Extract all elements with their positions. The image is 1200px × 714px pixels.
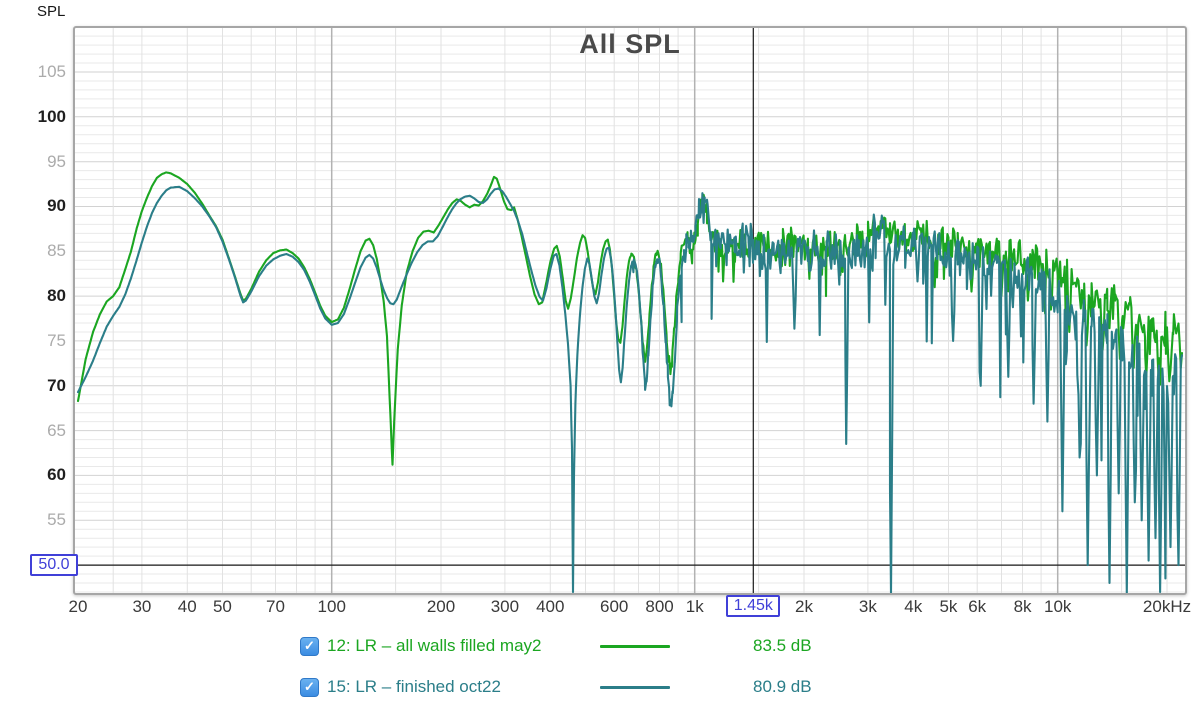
x-tick-label: 4k	[904, 597, 923, 616]
cursor-freq-label: 1.45k	[726, 595, 781, 617]
x-tick-label: 8k	[1013, 597, 1032, 616]
legend-row-trace-15: ✓ 15: LR – finished oct22 80.9 dB	[300, 674, 863, 700]
x-tick-label: 10k	[1044, 597, 1072, 616]
y-tick-label: 105	[37, 62, 66, 81]
y-tick-label: 65	[47, 420, 66, 440]
x-tick-label: 600	[600, 597, 629, 616]
x-tick-label: 1k	[685, 597, 704, 616]
trace-12-line-sample	[600, 644, 670, 648]
trace-12-checkbox[interactable]: ✓	[300, 636, 319, 656]
x-tick-label: 800	[645, 597, 674, 616]
trace-12-level-value: 83.5 dB	[753, 636, 812, 655]
x-tick-label: 300	[490, 597, 520, 616]
x-tick-label: 30	[132, 597, 152, 616]
y-tick-label: 55	[47, 510, 66, 530]
spl-plot	[75, 28, 1185, 593]
x-tick-label: 400	[536, 597, 565, 616]
y-tick-label: 70	[47, 375, 66, 395]
y-tick-label: 80	[47, 286, 66, 306]
y-tick-label: 95	[47, 151, 66, 171]
trace-15-line-sample	[600, 685, 670, 689]
x-tick-label: 2k	[795, 597, 813, 616]
trace-15-checkbox[interactable]: ✓	[300, 677, 319, 697]
y-tick-label: 100	[37, 106, 66, 126]
x-tick-label: 40	[177, 597, 197, 616]
checkmark-icon: ✓	[304, 637, 315, 653]
x-tick-label: 200	[426, 597, 456, 616]
y-tick-label: 60	[47, 465, 66, 485]
y-tick-label: 75	[47, 330, 66, 350]
x-tick-label: 6k	[968, 597, 987, 616]
x-tick-label: 20	[68, 597, 88, 616]
x-tick-label: 20kHz	[1142, 597, 1192, 616]
trace-15-level-value: 80.9 dB	[753, 677, 812, 696]
checkmark-icon: ✓	[304, 678, 315, 694]
x-tick-label: 5k	[939, 597, 958, 616]
legend-row-trace-12: ✓ 12: LR – all walls filled may2 83.5 dB	[300, 633, 863, 659]
x-tick-label: 3k	[858, 597, 877, 616]
y-tick-label: 85	[47, 241, 66, 261]
cursor-level-label: 50.0	[30, 554, 78, 577]
trace-12-label: 12: LR – all walls filled may2	[327, 636, 542, 655]
trace-15-label: 15: LR – finished oct22	[327, 677, 501, 696]
x-tick-label: 50	[212, 597, 232, 616]
x-tick-label: 70	[266, 597, 285, 616]
legend: ✓ 12: LR – all walls filled may2 83.5 dB…	[300, 633, 863, 714]
y-tick-label: 90	[47, 196, 66, 216]
x-tick-label: 100	[317, 597, 346, 616]
y-axis-title: SPL	[37, 3, 66, 20]
plot-area[interactable]	[73, 26, 1187, 595]
